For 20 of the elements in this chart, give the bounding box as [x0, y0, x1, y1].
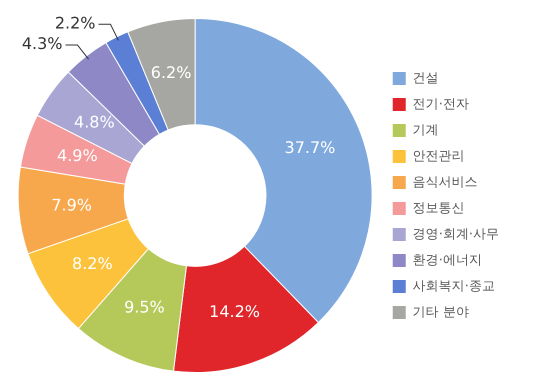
legend-label: 기계: [412, 122, 439, 138]
data-label: 9.5%: [124, 298, 165, 317]
data-label: 6.2%: [150, 63, 192, 82]
legend-label: 경영·회계·사무: [412, 226, 499, 242]
data-label: 7.9%: [51, 195, 92, 214]
data-label: 8.2%: [72, 254, 113, 273]
legend-label: 전기·전자: [412, 96, 469, 112]
data-label: 14.2%: [209, 302, 260, 322]
data-label: 4.9%: [57, 146, 98, 166]
data-label: 2.2%: [54, 13, 96, 32]
legend-label: 기타 분야: [412, 304, 469, 320]
legend-label: 정보통신: [412, 200, 465, 216]
legend-label: 사회복지·종교: [412, 278, 495, 294]
data-label: 4.3%: [22, 34, 62, 54]
data-label: 4.8%: [74, 112, 115, 132]
legend-label: 건설: [412, 70, 439, 86]
data-label: 37.7%: [284, 138, 336, 158]
legend-label: 안전관리: [412, 148, 465, 164]
legend-label: 음식서비스: [412, 174, 478, 190]
legend-label: 환경·에너지: [412, 252, 482, 268]
